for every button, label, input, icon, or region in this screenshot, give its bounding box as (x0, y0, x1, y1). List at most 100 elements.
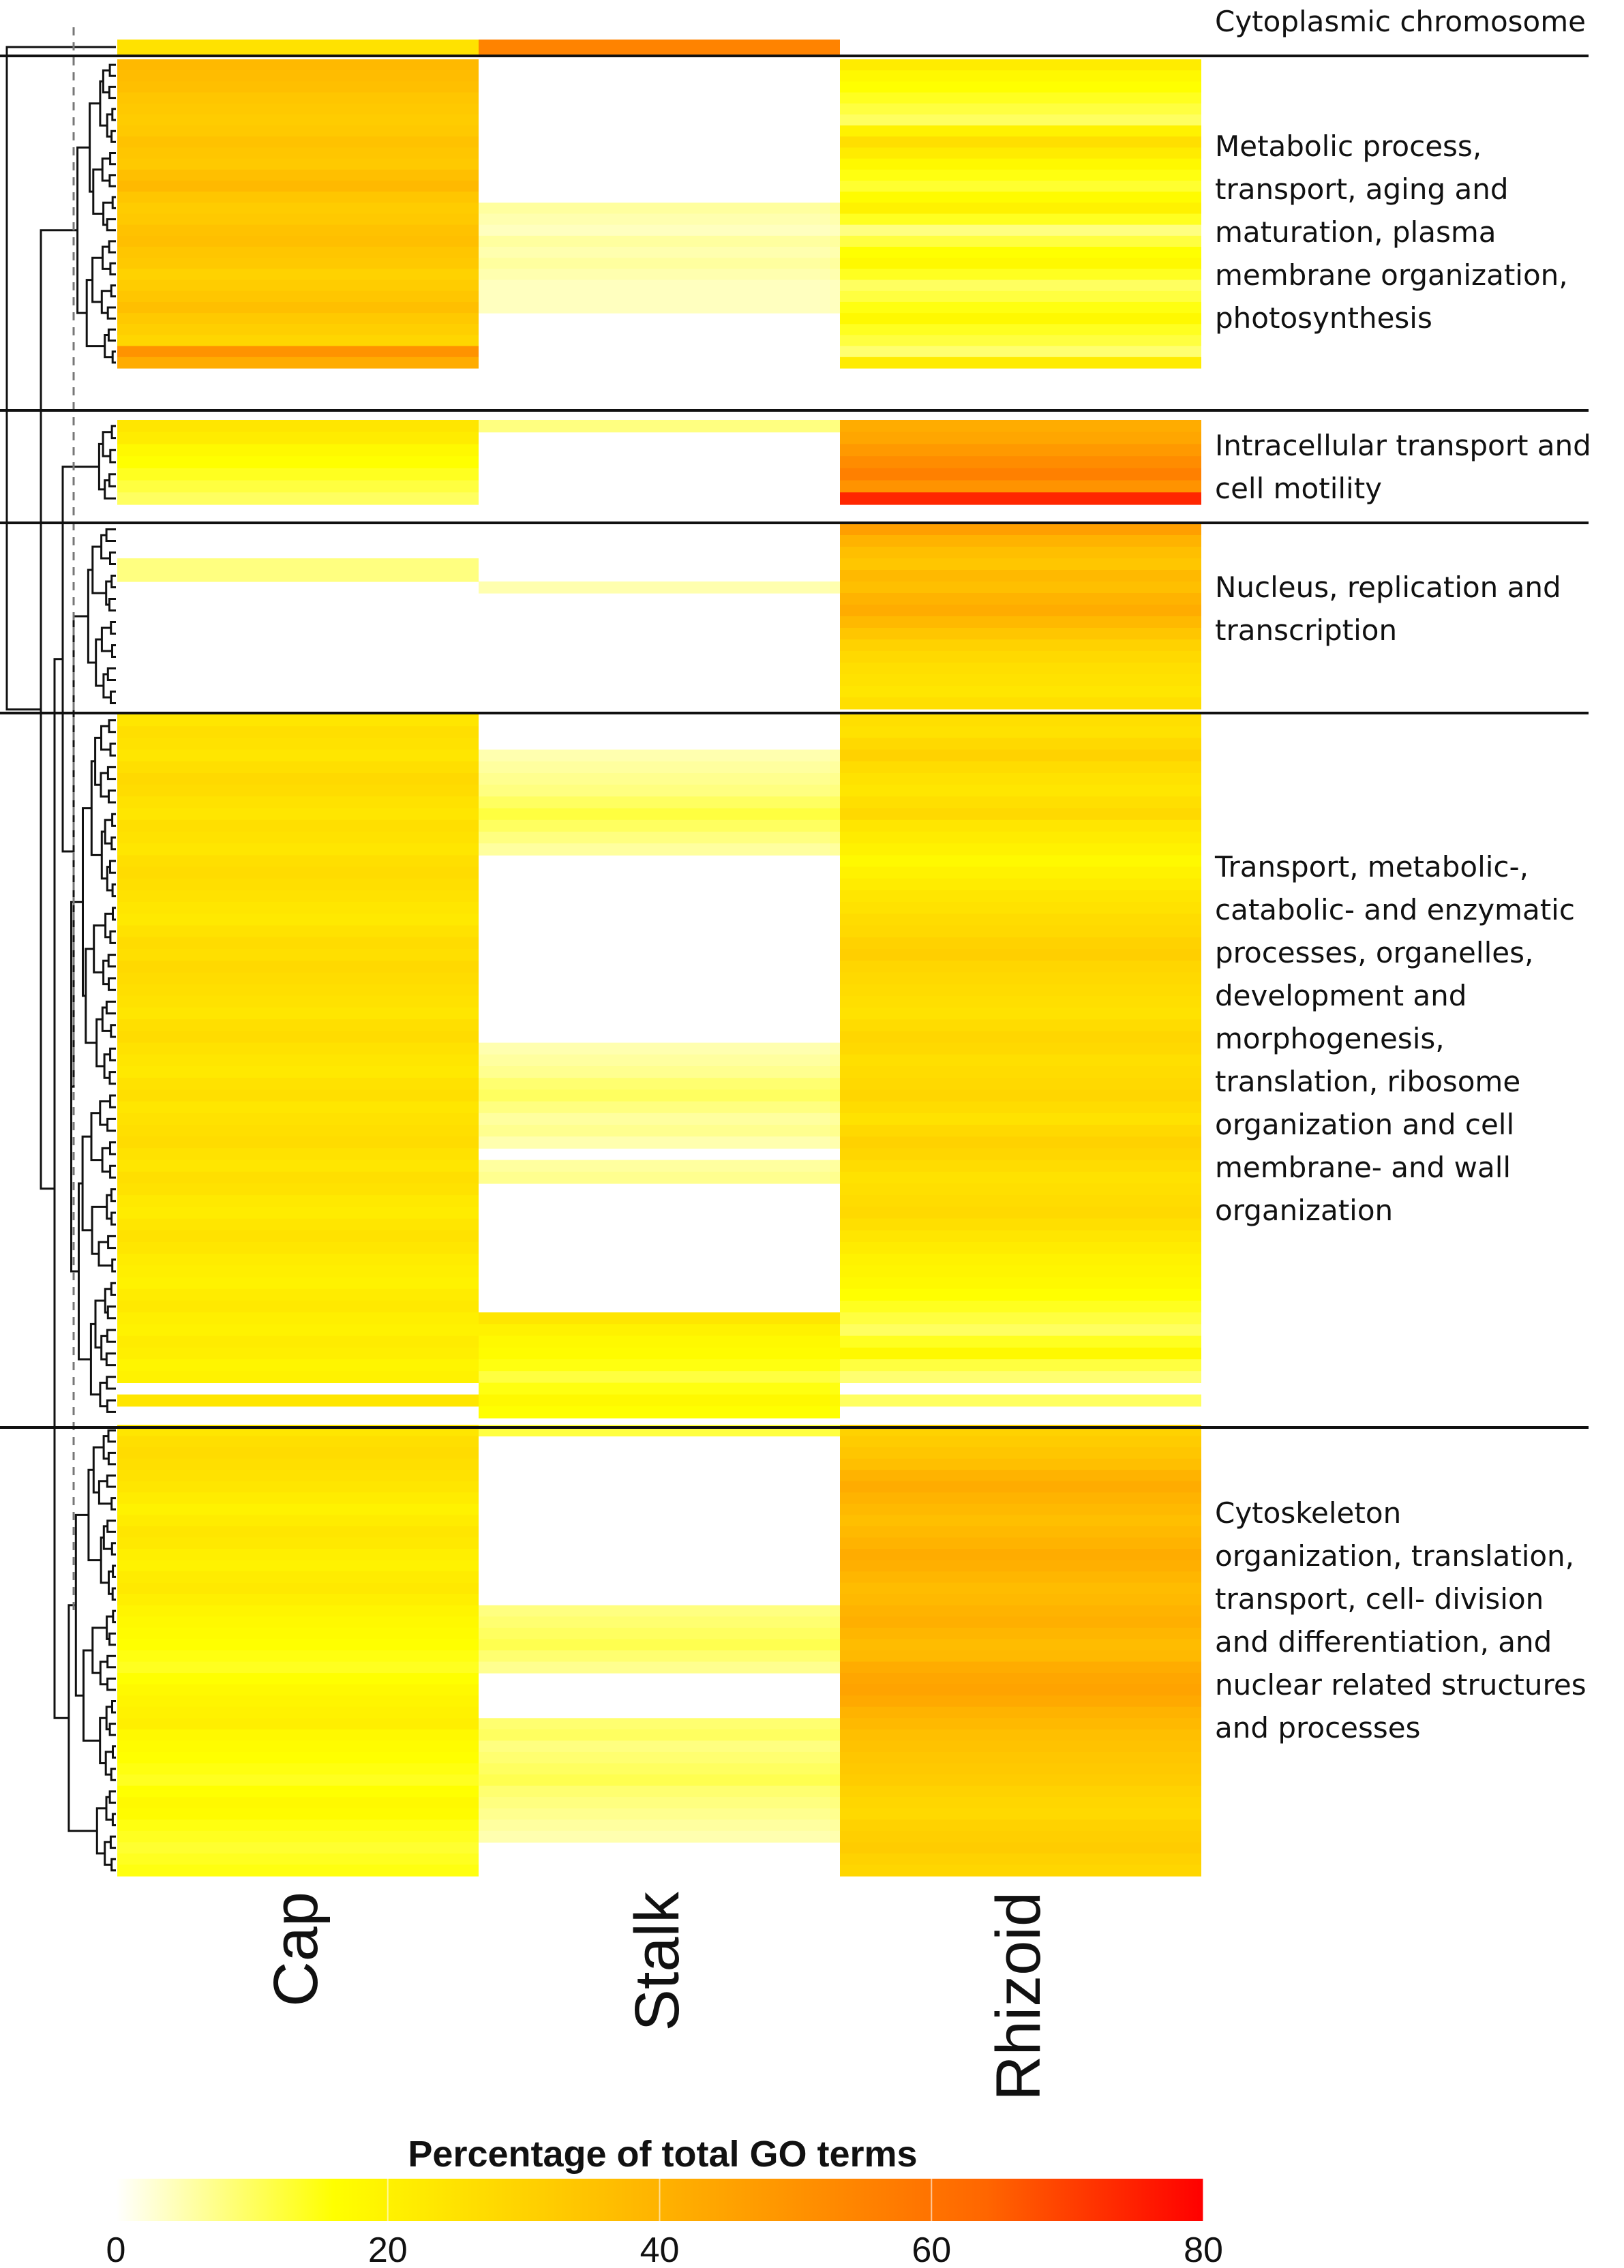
heatmap-cell (117, 1797, 479, 1809)
dendrogram-branch (109, 1141, 116, 1155)
heatmap-cell (479, 1113, 840, 1125)
heatmap-cell (117, 1526, 479, 1539)
heatmap-cell (479, 819, 840, 832)
heatmap-cell (117, 59, 479, 71)
heatmap-cell (840, 290, 1201, 303)
heatmap-cell (117, 1183, 479, 1196)
heatmap-cell (117, 1136, 479, 1149)
heatmap-cell (479, 1136, 840, 1149)
heatmap-cell (840, 1101, 1201, 1114)
heatmap-cell (840, 147, 1201, 160)
dendrogram-branch (105, 1706, 112, 1731)
heatmap-cell (840, 1830, 1201, 1843)
heatmap-cell (479, 1078, 840, 1090)
heatmap-cell (840, 663, 1201, 675)
heatmap-cell (840, 1066, 1201, 1078)
heatmap-cell (479, 1347, 840, 1360)
heatmap-cell (840, 202, 1201, 215)
dendrogram-branch (106, 1305, 116, 1320)
dendrogram-branch (109, 1094, 116, 1108)
heatmap-cell (479, 1335, 840, 1348)
heatmap-cell (840, 984, 1201, 997)
heatmap-cell (117, 796, 479, 809)
heatmap-cell (840, 1842, 1201, 1854)
heatmap-cell (840, 1136, 1201, 1149)
dendrogram-branch (111, 1700, 116, 1714)
dendrogram-branch (110, 1768, 116, 1781)
heatmap-cell (840, 902, 1201, 914)
heatmap-cell (117, 1031, 479, 1044)
heatmap-cell (840, 524, 1201, 536)
dendrogram-branch (94, 736, 102, 786)
dendrogram-branch (105, 1000, 116, 1015)
dendrogram-branch (108, 789, 116, 804)
heatmap-cell (117, 1661, 479, 1674)
dendrogram-branch (105, 1352, 116, 1367)
dendrogram-branch (111, 1258, 116, 1273)
heatmap-cell (840, 878, 1201, 891)
dendrogram-branch (85, 948, 97, 1044)
dendrogram-branch (105, 528, 116, 542)
heatmap-cell (117, 420, 479, 433)
heatmap-cell (840, 103, 1201, 115)
heatmap-cell (117, 40, 479, 55)
heatmap-cell (117, 1265, 479, 1278)
heatmap-cell (479, 1324, 840, 1337)
dendrogram-branch (108, 977, 116, 991)
heatmap-cell (840, 1537, 1201, 1549)
dendrogram-branch (78, 1182, 91, 1361)
heatmap-cell (117, 1785, 479, 1798)
heatmap-cell (117, 1371, 479, 1383)
heatmap-cell (840, 961, 1201, 973)
heatmap-cell (840, 1571, 1201, 1584)
dendrogram-branch (100, 1537, 109, 1584)
heatmap-cell (840, 796, 1201, 809)
heatmap-cell (117, 324, 479, 336)
dendrogram-branch (89, 1322, 100, 1396)
heatmap-cell (840, 125, 1201, 137)
heatmap-cell (117, 1729, 479, 1741)
heatmap-cell (117, 103, 479, 115)
heatmap-cell (840, 628, 1201, 640)
heatmap-cell (840, 1183, 1201, 1196)
heatmap-cell (117, 902, 479, 914)
dendrogram-branch (74, 1513, 89, 1697)
heatmap-cell (840, 1160, 1201, 1173)
heatmap-cell (479, 1101, 840, 1114)
dendrogram-branch (106, 667, 116, 681)
dendrogram-branch (97, 1241, 112, 1267)
heatmap-cell (840, 444, 1201, 457)
heatmap-cell (117, 1718, 479, 1730)
heatmap-cell (117, 832, 479, 844)
dendrogram-branch (107, 954, 116, 968)
dendrogram-branch (111, 350, 116, 364)
dendrogram-branch (104, 1288, 112, 1314)
heatmap-cell (840, 726, 1201, 738)
colorbar-tick-label: 40 (640, 2231, 680, 2268)
dendrogram-branch (5, 46, 116, 711)
heatmap-cell (117, 1684, 479, 1696)
heatmap-cell (840, 357, 1201, 369)
heatmap-cell (117, 749, 479, 762)
dendrogram-branch (53, 658, 69, 1719)
dendrogram-branch (110, 575, 116, 588)
heatmap-cell (840, 1853, 1201, 1866)
dendrogram-branch (106, 1117, 116, 1132)
heatmap-cell (117, 1594, 479, 1606)
dendrogram-branch (109, 449, 116, 464)
heatmap-cell (840, 1718, 1201, 1730)
dendrogram-branch (110, 1858, 116, 1872)
heatmap-cell (840, 1808, 1201, 1820)
heatmap-cell (479, 1774, 840, 1787)
heatmap-cell (117, 114, 479, 126)
heatmap-cell (479, 1066, 840, 1078)
heatmap-cell (840, 949, 1201, 961)
heatmap-cell (117, 357, 479, 369)
heatmap-cell (479, 1627, 840, 1640)
heatmap-cell (479, 843, 840, 856)
heatmap-cell (117, 1171, 479, 1184)
heatmap-cell (117, 1481, 479, 1493)
heatmap-cell (117, 235, 479, 247)
dendrogram-branch (106, 1329, 116, 1343)
heatmap-cell (840, 1582, 1201, 1594)
